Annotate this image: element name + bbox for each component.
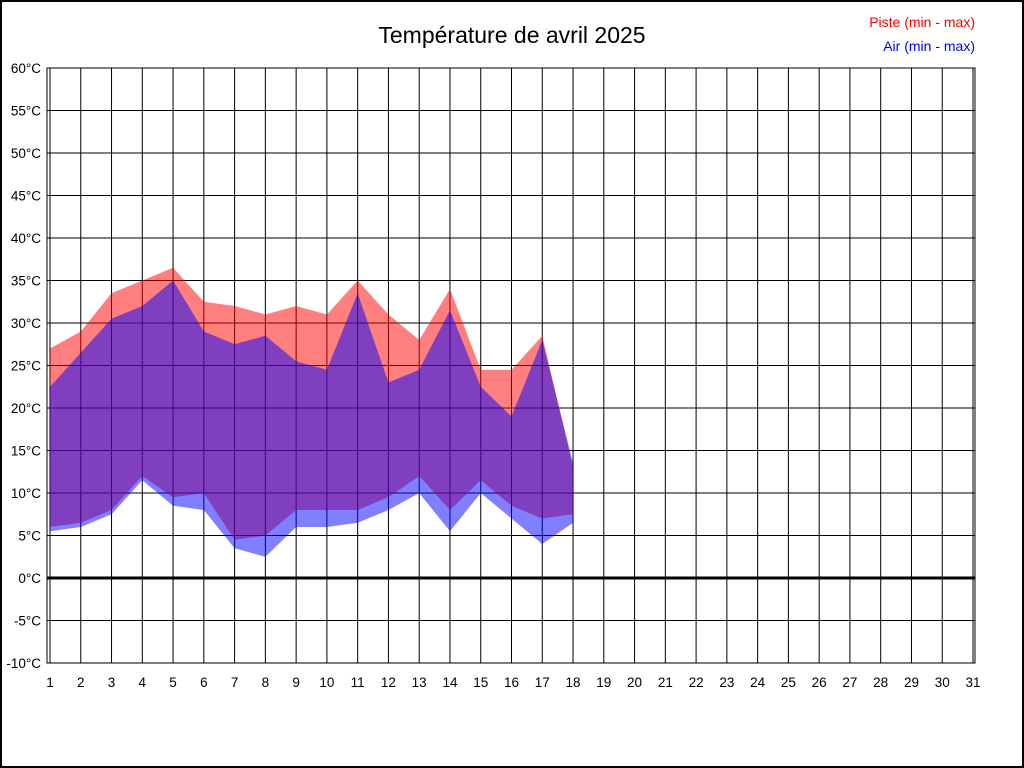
x-tick-label-29: 29 <box>904 675 919 690</box>
x-tick-label-30: 30 <box>935 675 950 690</box>
x-tick-label-7: 7 <box>231 675 239 690</box>
y-tick-label-35: 35°C <box>11 274 41 289</box>
x-tick-label-25: 25 <box>781 675 796 690</box>
x-tick-label-26: 26 <box>812 675 827 690</box>
y-tick-label--10: -10°C <box>6 656 41 671</box>
x-tick-label-19: 19 <box>596 675 611 690</box>
x-tick-label-10: 10 <box>319 675 334 690</box>
x-tick-label-9: 9 <box>292 675 300 690</box>
y-tick-label-5: 5°C <box>18 529 41 544</box>
y-tick-label-0: 0°C <box>18 571 41 586</box>
air-minmax-band <box>50 280 574 557</box>
x-tick-label-20: 20 <box>627 675 642 690</box>
x-tick-label-28: 28 <box>873 675 888 690</box>
x-tick-label-31: 31 <box>965 675 980 690</box>
x-tick-label-13: 13 <box>412 675 427 690</box>
x-tick-label-1: 1 <box>46 675 54 690</box>
chart-title: Température de avril 2025 <box>378 22 646 48</box>
x-tick-label-6: 6 <box>200 675 208 690</box>
x-tick-label-24: 24 <box>750 675 766 690</box>
x-tick-label-5: 5 <box>169 675 177 690</box>
y-tick-label-20: 20°C <box>11 401 41 416</box>
x-tick-label-22: 22 <box>689 675 704 690</box>
legend: Piste (min - max) Air (min - max) <box>869 10 975 58</box>
x-tick-label-4: 4 <box>139 675 147 690</box>
x-tick-label-27: 27 <box>842 675 857 690</box>
x-tick-label-16: 16 <box>504 675 519 690</box>
y-tick-label-45: 45°C <box>11 189 41 204</box>
x-tick-label-18: 18 <box>566 675 581 690</box>
plot-border <box>46 67 976 664</box>
y-tick-label-15: 15°C <box>11 444 41 459</box>
x-tick-label-2: 2 <box>77 675 85 690</box>
x-tick-label-21: 21 <box>658 675 673 690</box>
x-tick-label-11: 11 <box>351 675 365 690</box>
y-tick-label-60: 60°C <box>11 61 41 76</box>
y-tick-label-10: 10°C <box>11 486 41 501</box>
y-tick-label-40: 40°C <box>11 231 41 246</box>
y-tick-label-30: 30°C <box>11 316 41 331</box>
x-tick-label-23: 23 <box>719 675 734 690</box>
legend-air-label: Air (min - max) <box>883 38 975 54</box>
x-tick-label-12: 12 <box>381 675 396 690</box>
legend-piste-label: Piste (min - max) <box>869 14 975 30</box>
x-tick-label-17: 17 <box>535 675 550 690</box>
x-tick-label-15: 15 <box>473 675 488 690</box>
y-tick-label--5: -5°C <box>14 614 41 629</box>
y-tick-label-55: 55°C <box>11 104 41 119</box>
y-tick-label-50: 50°C <box>11 146 41 161</box>
x-tick-label-8: 8 <box>262 675 270 690</box>
x-tick-label-14: 14 <box>442 675 458 690</box>
y-tick-label-25: 25°C <box>11 359 41 374</box>
x-tick-label-3: 3 <box>108 675 116 690</box>
